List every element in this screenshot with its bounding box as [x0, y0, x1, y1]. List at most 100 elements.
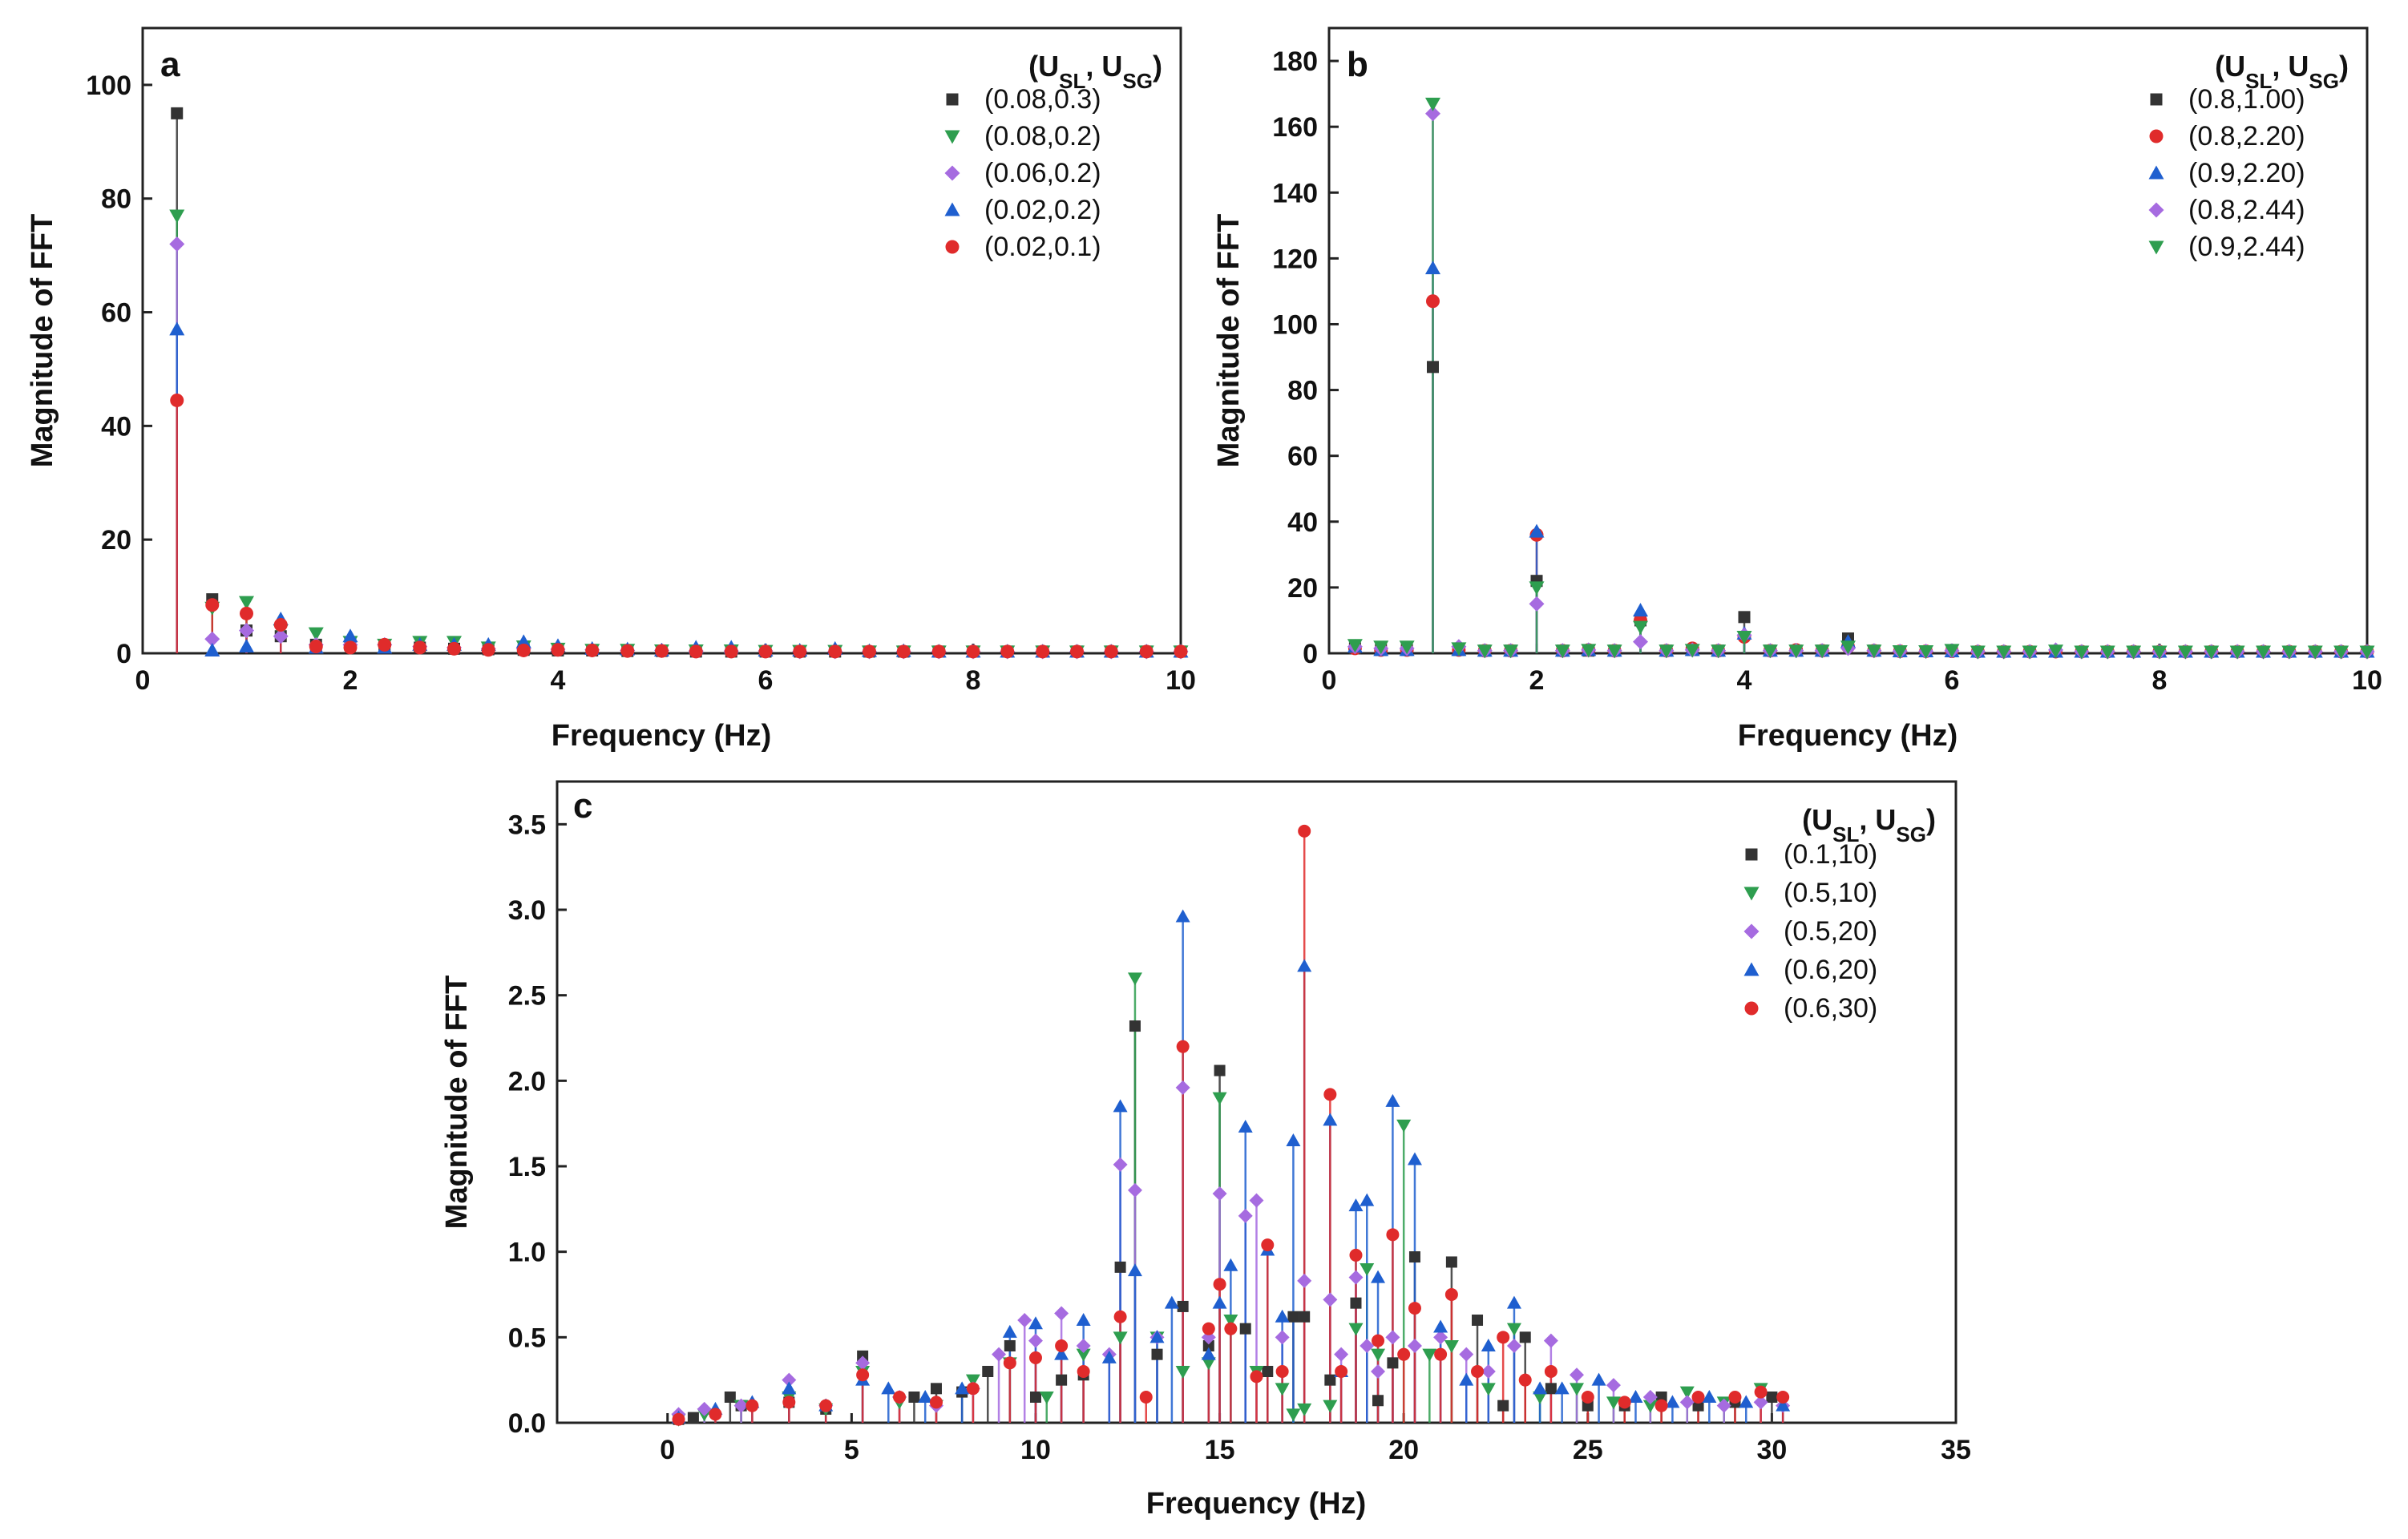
x-tick-label: 0 [1322, 665, 1337, 696]
y-tick-label: 1.0 [508, 1238, 546, 1268]
data-point [1606, 1396, 1621, 1410]
data-point [1471, 1365, 1485, 1378]
data-point [273, 618, 288, 632]
data-point [551, 643, 565, 657]
data-point [1519, 1331, 1531, 1343]
data-point [1212, 1186, 1227, 1202]
legend-label: (0.6,20) [1784, 955, 1877, 985]
data-point [1497, 1331, 1510, 1344]
data-point [1298, 824, 1311, 838]
data-point [1113, 1099, 1128, 1113]
data-point [655, 644, 669, 658]
data-point [620, 644, 635, 658]
marker-group [169, 107, 1189, 660]
legend-marker [944, 202, 960, 216]
data-point [1618, 1396, 1631, 1409]
data-point [585, 643, 600, 657]
data-point [1459, 1372, 1474, 1386]
data-point [1397, 1347, 1411, 1361]
data-point [1372, 1395, 1384, 1407]
data-point [1000, 644, 1015, 659]
data-point [1324, 1374, 1336, 1386]
data-point [1554, 1381, 1570, 1395]
legend-label: (0.5,20) [1784, 916, 1877, 947]
legend-marker [1745, 848, 1758, 861]
data-point [1127, 1182, 1142, 1198]
data-point [1239, 1323, 1251, 1335]
data-point [1139, 1391, 1153, 1404]
data-point [966, 1382, 980, 1396]
legend: (USL, USG) (0.08,0.3) (0.08,0.2) (0.06,0.2… [944, 50, 1162, 262]
data-point [1323, 1400, 1338, 1413]
data-point [1506, 1339, 1521, 1353]
data-point [1387, 1357, 1399, 1369]
data-point [1736, 630, 1752, 644]
x-tick-label: 15 [1205, 1435, 1235, 1465]
legend-marker [944, 165, 960, 181]
data-point [1529, 596, 1545, 612]
x-tick-label: 30 [1756, 1435, 1787, 1465]
data-point [1360, 1339, 1375, 1353]
data-point [1481, 1383, 1496, 1396]
data-point [1151, 1348, 1163, 1360]
data-point [169, 321, 185, 336]
y-tick-label: 3.0 [508, 895, 546, 926]
data-point [2022, 645, 2038, 660]
data-point [1127, 1263, 1142, 1277]
legend-label: (0.8,1.00) [2188, 84, 2305, 115]
data-point [1323, 1113, 1338, 1126]
y-tick-label: 140 [1272, 178, 1318, 208]
data-point [1113, 1331, 1128, 1345]
data-point [1518, 1373, 1532, 1387]
panel-letter: a [160, 45, 180, 84]
legend-marker [2148, 165, 2164, 180]
data-point [1275, 1330, 1290, 1345]
data-point [724, 1392, 736, 1403]
y-axis-label: Magnitude of FFT [440, 976, 474, 1230]
x-tick-label: 5 [844, 1435, 859, 1465]
data-point [1691, 1391, 1705, 1404]
legend-label: (0.06,0.2) [984, 158, 1101, 188]
y-tick-label: 0 [1303, 639, 1318, 669]
data-point [828, 644, 842, 659]
data-point [2126, 645, 2142, 660]
data-point [1711, 644, 1727, 659]
data-point [1287, 1311, 1299, 1323]
data-point [745, 1399, 759, 1412]
legend-marker [946, 93, 959, 106]
data-point [931, 644, 946, 659]
chart-panel-a: a Frequency (Hz) Magnitude of FFT 0 2 4 6 8 1… [26, 26, 1196, 753]
data-point [1177, 1300, 1189, 1312]
legend-title: (USL, USG) [1802, 803, 1936, 846]
data-point [1481, 1364, 1496, 1379]
chart-panel-b: b Frequency (Hz) Magnitude of FFT 0 2 4 6 8 1… [1212, 26, 2382, 753]
data-point [273, 628, 289, 644]
data-point [1371, 1364, 1386, 1379]
x-tick-label: 10 [2352, 665, 2382, 696]
y-tick-label: 160 [1272, 112, 1318, 143]
data-point [1396, 1119, 1412, 1133]
data-point [1642, 1400, 1658, 1413]
legend: (USL, USG) (0.8,1.00) (0.8,2.20) (0.9,2.20… [2148, 50, 2349, 262]
legend-label: (0.6,30) [1784, 993, 1877, 1024]
y-tick-label: 80 [1287, 376, 1318, 406]
y-tick-label: 2.0 [508, 1066, 546, 1097]
data-point [1275, 1365, 1289, 1378]
data-point [1202, 1340, 1214, 1351]
data-point [239, 623, 254, 639]
data-point [1407, 1339, 1422, 1353]
data-point [1373, 640, 1389, 655]
y-tick-label: 180 [1272, 46, 1318, 77]
y-tick-label: 40 [1287, 507, 1318, 538]
y-tick-label: 0 [116, 639, 131, 669]
y-tick-label: 2.5 [508, 981, 546, 1012]
legend-marker [1743, 887, 1760, 901]
data-point [982, 1366, 994, 1377]
data-point [992, 1347, 1007, 1362]
data-point [1659, 644, 1675, 659]
data-point [1433, 1330, 1448, 1345]
data-point [2359, 645, 2375, 660]
data-point [1840, 640, 1856, 655]
data-point [782, 1372, 797, 1388]
